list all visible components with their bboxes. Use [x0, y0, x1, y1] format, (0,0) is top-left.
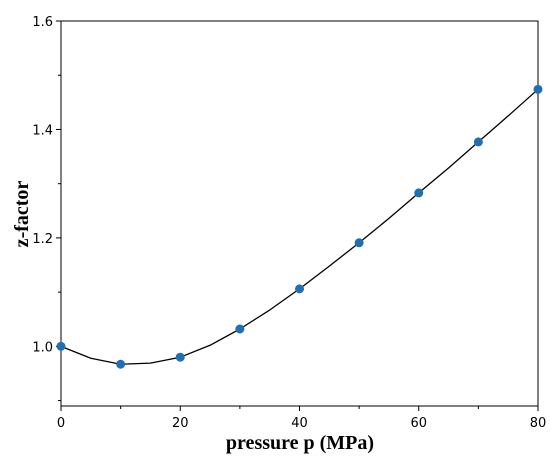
y-tick-label: 1.6 — [32, 15, 53, 30]
y-tick-label: 1.4 — [32, 123, 53, 138]
x-tick-label: 0 — [57, 416, 65, 431]
x-tick-label: 60 — [410, 416, 427, 431]
x-tick-label: 40 — [291, 416, 308, 431]
y-tick-label: 1.0 — [32, 340, 53, 355]
data-point — [235, 324, 245, 334]
x-tick-labels: 0 20 40 60 80 — [57, 416, 546, 431]
data-point — [56, 341, 66, 351]
data-point — [533, 84, 543, 94]
data-point — [414, 188, 424, 198]
x-tick-label: 80 — [530, 416, 547, 431]
data-point — [354, 238, 364, 248]
data-point — [295, 284, 304, 294]
fitted-curve — [60, 88, 539, 365]
y-axis-title: z-factor — [11, 181, 33, 248]
x-axis-title: pressure p (MPa) — [226, 432, 374, 454]
data-point — [473, 137, 483, 147]
y-tick-label: 1.2 — [32, 232, 53, 247]
y-tick-labels: 1.0 1.2 1.4 1.6 — [32, 15, 53, 355]
x-tick-label: 20 — [172, 416, 189, 431]
plot-frame — [60, 20, 539, 407]
data-point — [175, 352, 185, 362]
z-factor-line — [60, 88, 539, 365]
data-point — [116, 359, 126, 369]
data-markers — [56, 84, 543, 369]
axis-ticks — [56, 20, 539, 411]
